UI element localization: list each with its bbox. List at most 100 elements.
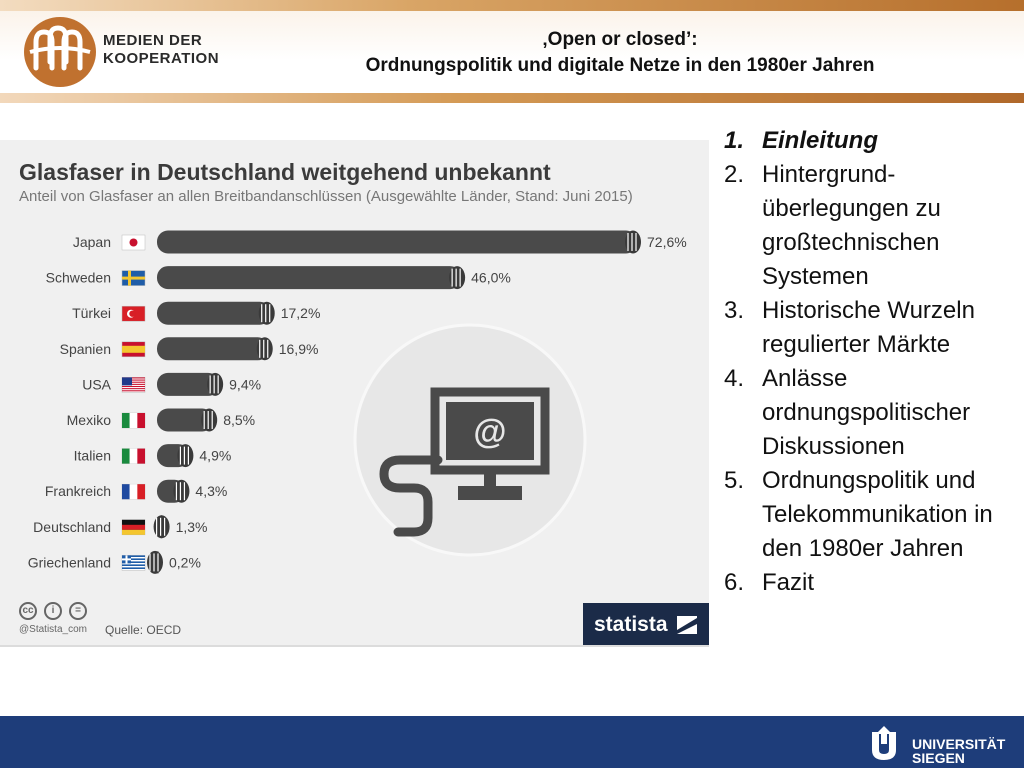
flag-stripe [129,484,138,500]
no-derivatives-icon: = [69,602,87,620]
fiber-share-bar-chart: @ Japan 72,6% Schweden 46,0% Türkei 17,2% Span… [28,230,687,574]
flag-stripe [122,381,145,383]
agenda-list: 1. Einleitung 2. Hintergrund-überlegunge… [724,124,1019,600]
fiber-end-body [147,550,163,574]
flag-japan-icon [121,234,146,251]
value-label: 4,3% [195,483,227,499]
bar-row-spanien: Spanien 16,9% [60,337,319,361]
flag-stripe [122,377,145,379]
agenda-number: 1. [724,127,745,154]
statista-mark-icon [677,616,697,634]
category-label: Frankreich [45,483,111,499]
category-label: Spanien [60,341,111,357]
flag-stripe [122,524,145,530]
flag-canton [122,377,132,386]
flag-stripe [137,448,145,464]
slide-title-line-1: ‚Open or closed’: [542,29,698,50]
fiber-end-body [201,408,218,432]
header-bottom-stripe [0,93,1024,103]
category-label: Griechenland [28,554,111,570]
flag-stripe [122,567,145,569]
agenda-number: 3. [724,297,745,324]
statista-infographic: @ Japan 72,6% Schweden 46,0% Türkei 17,2% Span… [0,140,709,647]
flag-stripe [122,448,130,464]
flag-stripe [122,379,145,381]
flag-stripe [122,529,145,535]
agenda-item-einleitung: 1. Einleitung [724,124,1019,158]
bar-row-italien: Italien 4,9% [74,444,231,468]
attribution-icon: i [44,602,62,620]
monitor-illustration: @ [353,323,587,557]
medien-der-kooperation-logo [24,17,96,87]
agenda-number: 4. [724,365,745,392]
bar [157,337,269,361]
agenda-number: 5. [724,467,745,494]
fiber-end-body [153,515,170,539]
chart-title: Glasfaser in Deutschland weitgehend unbe… [19,159,551,185]
fiber-end-body [177,444,194,468]
flag-cross-h [122,276,145,280]
flag-crescent-cut [129,310,136,317]
category-label: USA [82,376,111,392]
logo-text: MEDIEN DER KOOPERATION [103,32,219,68]
category-label: Japan [73,234,111,250]
fiber-end-body [173,479,190,503]
flag-deutschland-icon [121,519,146,536]
uni-line-2: SIEGEN [912,750,965,766]
statista-brand: statista [583,603,709,645]
agenda-number: 2. [724,161,745,188]
agenda-number: 6. [724,569,745,596]
value-label: 9,4% [229,376,261,392]
footer-bar [0,716,1024,768]
fiber-end-icon [449,266,466,290]
fiber-end-icon [147,550,163,574]
statista-wordmark: statista [594,613,668,636]
slide-title-line-2: Ordnungspolitik und digitale Netze in de… [365,55,875,76]
bar [157,372,220,396]
header-background [0,11,1024,93]
flag-stripe [122,413,130,428]
agenda-text: Hintergrund-überlegungen zu großtechnisc… [762,161,941,290]
flag-stripe [129,413,138,428]
fiber-end-icon [173,479,190,503]
flag-stripe [122,555,145,557]
agenda-item-hintergrund: 2. Hintergrund-überlegungen zu großtechn… [724,158,1019,294]
flag-usa-icon [121,377,146,393]
value-label: 8,5% [223,412,255,428]
flag-mexiko-icon [121,412,146,429]
bar [157,301,271,325]
value-label: 1,3% [176,519,208,535]
fiber-end-icon [177,444,194,468]
flag-italien-icon [121,448,146,464]
chart-subtitle: Anteil von Glasfaser an allen Breitbanda… [19,188,633,205]
category-label: Italien [74,448,111,464]
value-label: 16,9% [279,341,319,357]
value-label: 4,9% [199,448,231,464]
svg-text:@: @ [473,413,506,451]
fiber-end-icon [258,301,275,325]
chart-source: Quelle: OECD [105,623,182,637]
bar-row-japan: Japan 72,6% [73,230,687,254]
value-label: 72,6% [647,234,687,250]
bar-row-griechenland: Griechenland 0,2% [28,550,201,574]
uni-line-1: UNIVERSITÄT [912,736,1006,752]
agenda-text: Historische Wurzeln regulierter Märkte [762,297,975,358]
fiber-end-icon [153,515,170,539]
flag-türkei-icon [121,305,146,322]
category-label: Schweden [46,270,111,286]
universitaet-siegen-logo [872,726,896,760]
header-top-stripe [0,0,1024,11]
flag-stripe [137,413,145,428]
fiber-end-body [449,266,466,290]
flag-stripe [122,383,145,385]
agenda-text: Einleitung [762,127,878,154]
flag-stripe [122,390,145,392]
bar-row-schweden: Schweden 46,0% [46,266,511,290]
flag-spanien-icon [121,341,146,358]
agenda-item-fazit: 6. Fazit [724,566,1019,600]
bar-row-türkei: Türkei 17,2% [72,301,320,325]
slide-title: ‚Open or closed’: Ordnungspolitik und di… [250,27,990,79]
flag-disc [129,238,138,247]
logo-line-2: KOOPERATION [103,50,220,67]
bar-row-mexiko: Mexiko 8,5% [67,408,255,432]
